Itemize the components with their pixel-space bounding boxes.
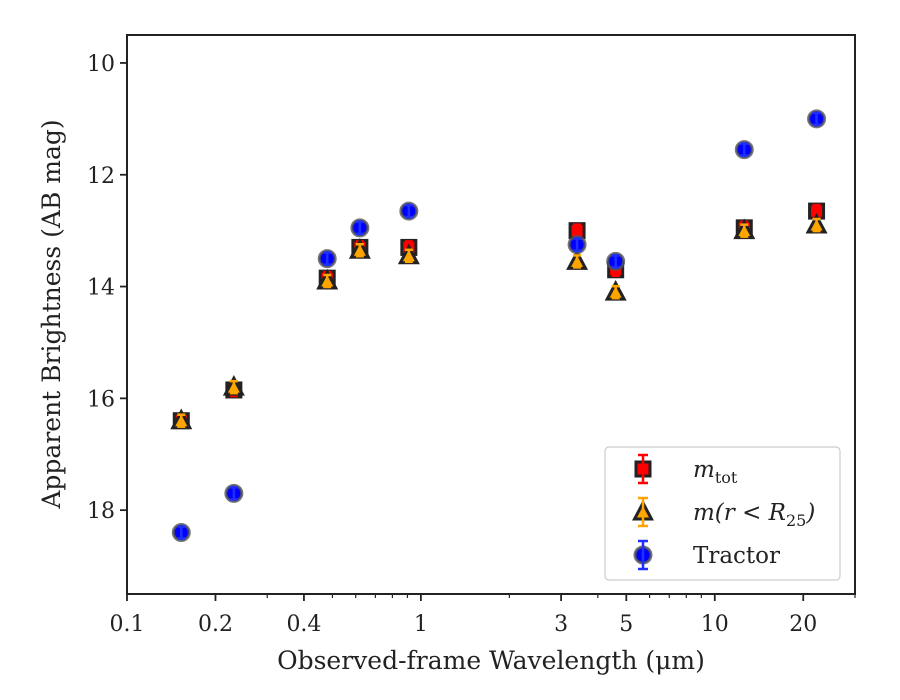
legend-item-m_r25: m(r < R25) — [632, 496, 815, 530]
y-axis-title: Apparent Brightness (AB mag) — [37, 119, 66, 509]
legend-label: m(r < R25) — [693, 500, 815, 530]
legend-errorbar — [638, 453, 648, 485]
chart-marks — [170, 109, 828, 543]
x-tick-label: 0.1 — [110, 612, 145, 637]
legend-item-tractor: Tractor — [633, 539, 780, 571]
tractor-errorbar — [740, 142, 749, 157]
tractor-errorbar — [812, 111, 821, 127]
legend-item-m_tot: mtot — [634, 453, 738, 487]
series-m_tot — [172, 202, 826, 430]
legend-errorbar — [638, 496, 648, 528]
plot-frame — [126, 34, 856, 595]
m_r25-errorbar — [611, 284, 620, 300]
tractor-errorbar — [404, 203, 413, 219]
x-tick-label: 3 — [554, 612, 568, 637]
m_r25-errorbar — [177, 413, 186, 428]
m_r25-errorbar — [740, 223, 749, 238]
y-tick-label: 10 — [87, 52, 115, 77]
series-m_r25 — [170, 212, 828, 430]
legend-errorbar — [638, 539, 648, 571]
x-tick-label: 0.4 — [286, 612, 321, 637]
x-tick-label: 1 — [414, 612, 428, 637]
tractor-errorbar — [177, 525, 186, 540]
m_r25-errorbar — [404, 248, 413, 264]
m_r25-errorbar — [229, 379, 238, 395]
y-tick-label: 12 — [87, 164, 115, 189]
x-axis-title: Observed-frame Wavelength (μm) — [277, 646, 705, 675]
tractor-errorbar — [355, 220, 364, 236]
tractor-errorbar — [611, 254, 620, 269]
y-tick-label: 18 — [87, 499, 115, 524]
legend-label: Tractor — [693, 543, 780, 569]
x-axis-ticks: 0.1 0.2 0.4 1 3 5 10 20 — [110, 594, 856, 637]
y-tick-label: 14 — [87, 276, 115, 301]
y-axis-ticks: 10 12 14 16 18 — [87, 52, 127, 524]
tractor-errorbar — [573, 237, 582, 252]
x-tick-label: 10 — [701, 612, 729, 637]
y-tick-label: 16 — [87, 387, 115, 412]
legend-items: mtot m(r < R25) Tractor — [632, 453, 815, 571]
m_r25-errorbar — [812, 217, 821, 233]
m_r25-errorbar — [323, 273, 332, 289]
legend-label: mtot — [693, 457, 738, 487]
x-tick-label: 20 — [789, 612, 817, 637]
x-tick-label: 0.2 — [198, 612, 233, 637]
tractor-errorbar — [229, 486, 238, 501]
legend: mtot m(r < R25) Tractor — [604, 446, 841, 581]
m_r25-errorbar — [355, 242, 364, 258]
x-tick-label: 5 — [619, 612, 633, 637]
series-tractor — [171, 109, 827, 543]
m_r25-errorbar — [573, 254, 582, 269]
legend-frame — [604, 446, 841, 581]
tractor-errorbar — [323, 251, 332, 266]
